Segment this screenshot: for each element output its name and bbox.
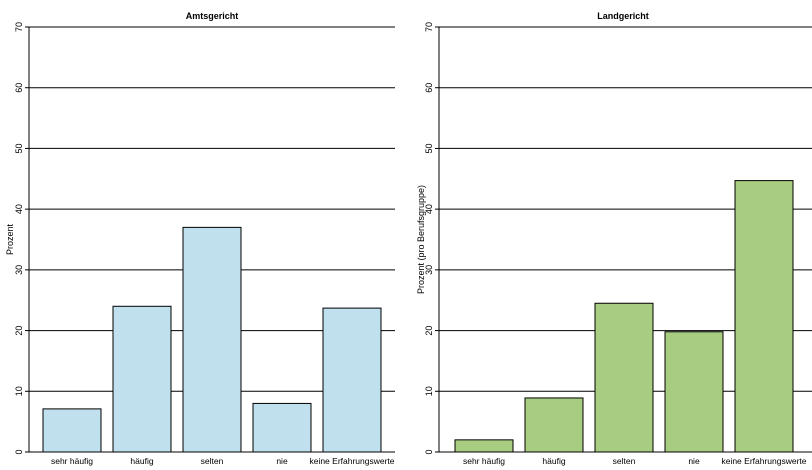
chart-0-ytick-label: 30 xyxy=(14,265,24,275)
chart-0-ylabel: Prozent xyxy=(5,223,15,255)
chart-0-ytick-label: 10 xyxy=(14,386,24,396)
chart-1-bar xyxy=(734,180,794,453)
chart-0-category-label: selten xyxy=(201,456,224,466)
chart-1-bar xyxy=(664,331,724,453)
chart-1-category-label: nie xyxy=(688,456,700,466)
chart-1-ytick-label: 20 xyxy=(424,326,434,336)
chart-0-ytick-label: 20 xyxy=(14,326,24,336)
chart-1-ytick-label: 50 xyxy=(424,143,434,153)
chart-1-bar xyxy=(524,397,584,453)
chart-1-category-label: selten xyxy=(613,456,636,466)
chart-0-bar xyxy=(112,305,172,453)
chart-1-ylabel: Prozent (pro Berufsgruppe) xyxy=(416,185,426,294)
chart-1-ytick-label: 40 xyxy=(424,204,434,214)
chart-0-category-label: häufig xyxy=(130,456,153,466)
chart-1-category-label: häufig xyxy=(542,456,565,466)
chart-0-category-label: nie xyxy=(276,456,288,466)
chart-0-ytick-label: 50 xyxy=(14,143,24,153)
chart-0-ytick-label: 40 xyxy=(14,204,24,214)
chart-1-ytick-label: 70 xyxy=(424,22,434,32)
chart-1-bar xyxy=(454,439,514,453)
chart-1-bar xyxy=(594,302,654,453)
chart-0-bar xyxy=(182,226,242,453)
chart-1-category-label: keine Erfahrungswerte xyxy=(721,456,806,466)
chart-1-title: Landgericht xyxy=(597,11,649,21)
chart-1-ytick-label: 60 xyxy=(424,83,434,93)
chart-1-category-label: sehr häufig xyxy=(463,456,505,466)
chart-0-title: Amtsgericht xyxy=(186,11,239,21)
chart-0-category-label: keine Erfahrungswerte xyxy=(309,456,394,466)
chart-0-ytick-label: 60 xyxy=(14,83,24,93)
chart-0-bar xyxy=(252,402,312,453)
chart-0-ytick-label: 70 xyxy=(14,22,24,32)
chart-0-bar xyxy=(42,408,102,453)
chart-1-ytick-label: 30 xyxy=(424,265,434,275)
chart-0-category-label: sehr häufig xyxy=(51,456,93,466)
chart-1-ytick-label: 0 xyxy=(424,449,434,454)
chart-0-ytick-label: 0 xyxy=(14,449,24,454)
chart-1-ytick-label: 10 xyxy=(424,386,434,396)
chart-0-bar xyxy=(322,307,382,453)
